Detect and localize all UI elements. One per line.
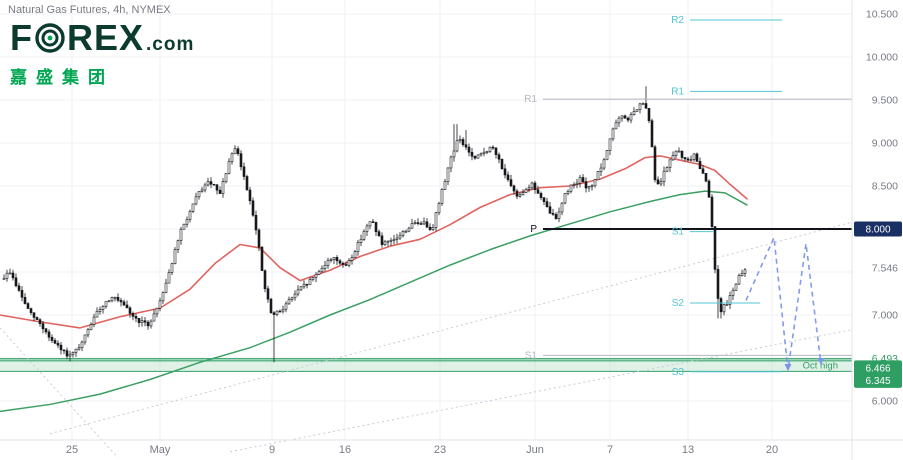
slow-ma-line — [0, 190, 748, 413]
time-axis-label: Jun — [526, 444, 544, 456]
x-axis-labels: 25 May 9 16 23 Jun 7 13 20 — [66, 444, 778, 456]
price-axis-label: 9.000 — [872, 138, 898, 150]
time-axis-label: 25 — [66, 444, 78, 456]
projection-arrowhead-icon — [784, 364, 792, 372]
time-axis-label: 20 — [766, 444, 778, 456]
logo-text-rex: REX — [67, 17, 145, 58]
chart-title: Natural Gas Futures, 4h, NYMEX — [8, 4, 171, 16]
trendlines — [0, 221, 853, 459]
pivot-label-s1: S1 — [525, 350, 538, 361]
price-axis-badge-label: 6.345 — [865, 376, 890, 387]
price-axis-label: 10.000 — [866, 52, 898, 64]
projection-arrowhead-icon — [817, 358, 825, 366]
price-axis-badge-label: 6.466 — [865, 363, 890, 374]
candles-series — [2, 86, 747, 363]
price-axis-badge — [854, 372, 902, 388]
price-axis-badge-label: 8.000 — [865, 225, 890, 236]
pivot-label-s3: S3 — [672, 367, 685, 378]
projection-path — [745, 234, 825, 372]
price-axis-label: 10.500 — [866, 9, 898, 21]
time-axis-label: May — [150, 444, 171, 456]
price-axis-label: 6.000 — [872, 396, 898, 408]
price-axis[interactable] — [852, 0, 903, 440]
logo-chinese-name: 嘉盛集团 — [10, 68, 114, 87]
time-axis-label: 16 — [339, 444, 351, 456]
time-axis-label: 9 — [269, 444, 275, 456]
pivot-label-r2: R2 — [671, 15, 684, 26]
forex-logo: F REX .com 嘉盛集团 — [10, 20, 194, 88]
logo-bullseye-icon — [35, 23, 65, 53]
fast-ma-line — [0, 155, 748, 329]
logo-text-f: F — [10, 17, 33, 58]
time-axis-label: 13 — [682, 444, 694, 456]
time-axis[interactable] — [0, 440, 852, 460]
y-axis-labels: 10.500 10.000 9.500 9.000 8.500 8.000 7.546 7.0… — [854, 9, 902, 408]
band-label: Oct high — [803, 361, 838, 372]
forex-logo-wordmark: F REX .com — [10, 20, 194, 56]
logo-text-com: .com — [146, 34, 195, 55]
price-axis-label: 7.000 — [872, 310, 898, 322]
price-axis-label: 7.546 — [872, 263, 898, 275]
pivot-label-s2: S2 — [672, 298, 685, 309]
pivot-label-r1: R1 — [671, 86, 684, 97]
time-axis-label: 7 — [607, 444, 613, 456]
price-axis-badge — [854, 360, 902, 376]
pivot-label-p: P — [530, 224, 537, 235]
pivot-label-r1: R1 — [524, 94, 537, 105]
gridlines — [0, 0, 852, 440]
price-axis-label: 8.500 — [872, 181, 898, 193]
price-axis-label: 9.500 — [872, 95, 898, 107]
support-band: Oct high — [0, 358, 852, 372]
time-axis-label: 23 — [434, 444, 446, 456]
pivot-levels: R2 R1 R1 P S1 S2 S1 S3 — [524, 15, 852, 378]
pivot-label-s1: S1 — [672, 227, 685, 238]
price-axis-badge — [854, 221, 902, 237]
